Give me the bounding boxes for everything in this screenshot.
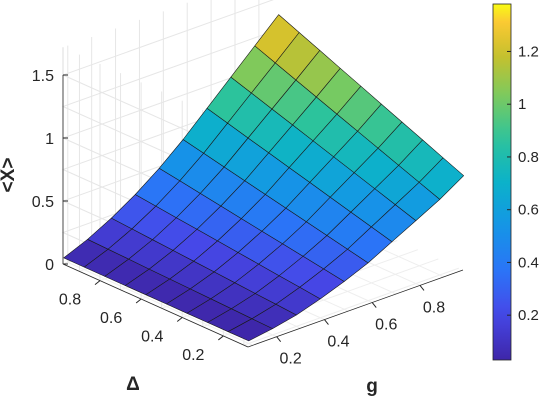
y-tick-label: 0.6	[100, 310, 122, 327]
y-axis-label: Δ	[126, 374, 140, 395]
colorbar: 0.2 0.4 0.6 0.8 1 1.2	[492, 3, 539, 361]
z-axis-label: <X>	[0, 158, 19, 193]
x-tick-label: 0.2	[280, 351, 302, 368]
y-tick-label: 0.4	[141, 328, 163, 345]
x-tick-label: 0.6	[375, 317, 397, 334]
x-tick-mark	[419, 285, 425, 291]
z-tick-label: 1.5	[32, 68, 54, 85]
colorbar-bar	[492, 3, 512, 361]
x-tick-label: 0.4	[327, 334, 349, 351]
y-tick-mark	[176, 317, 183, 322]
surface-patch	[418, 157, 465, 200]
x-tick-mark	[371, 302, 377, 308]
x-axis-line	[247, 269, 464, 348]
z-tick-label: 1	[45, 131, 54, 148]
colorbar-tick-label: 0.2	[518, 307, 539, 324]
colorbar-tick-label: 1.2	[518, 43, 539, 60]
colorbar-tick-label: 0.6	[518, 202, 539, 219]
colorbar-tick-label: 1	[518, 96, 526, 113]
y-axis-line	[62, 263, 249, 348]
y-tick-mark	[94, 280, 101, 285]
y-tick-mark	[218, 335, 224, 341]
x-axis-label: g	[366, 376, 378, 397]
z-tick-label: 0.5	[32, 194, 54, 211]
x-tick-mark	[276, 336, 282, 343]
colorbar-tick-label: 0.4	[518, 254, 539, 271]
y-tick-label: 0.2	[182, 347, 204, 364]
grid-line	[243, 267, 460, 346]
colorbar-tick-label: 0.8	[518, 149, 539, 166]
axes: 0.2 0.4 0.6 0.8 0.2 0.4 0.6 0.8 0 0.5 1 1.5	[32, 68, 464, 368]
y-tick-label: 0.8	[59, 292, 81, 309]
y-tick-mark	[135, 298, 142, 304]
x-tick-mark	[324, 319, 329, 325]
grid-line	[67, 261, 253, 346]
surface	[63, 14, 465, 342]
x-tick-label: 0.8	[423, 299, 445, 316]
z-tick-label: 0	[45, 257, 54, 274]
